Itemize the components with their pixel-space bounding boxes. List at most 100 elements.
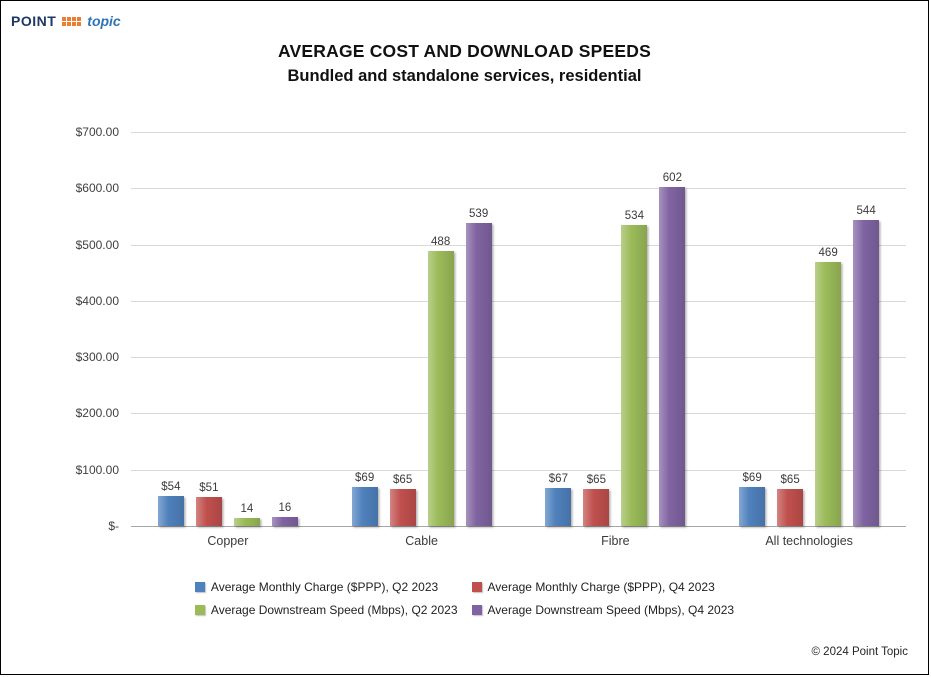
bar xyxy=(195,497,222,526)
category-group: $69 $65 469 544 xyxy=(712,132,906,526)
bar-wrap: 488 xyxy=(427,132,454,526)
legend-label: Average Downstream Speed (Mbps), Q2 2023 xyxy=(210,603,458,617)
bar xyxy=(853,219,880,526)
x-axis-label: All technologies xyxy=(765,534,853,548)
x-axis-label: Copper xyxy=(207,534,249,548)
bar-value-label: 534 xyxy=(624,210,644,223)
copyright-text: © 2024 Point Topic xyxy=(811,646,909,658)
chart-title: AVERAGE COST AND DOWNLOAD SPEEDS xyxy=(278,41,651,61)
bar-wrap: $54 xyxy=(157,132,184,526)
y-tick-label: $200.00 xyxy=(75,406,119,421)
bar-value-label: $69 xyxy=(355,472,375,485)
bar xyxy=(815,262,842,526)
gridline xyxy=(131,244,906,246)
bar-wrap: 539 xyxy=(465,132,492,526)
y-axis: $- $100.00 $200.00 $300.00 $400.00 $500.00 $60… xyxy=(49,125,123,533)
legend-item: Average Downstream Speed (Mbps), Q2 2023 xyxy=(194,603,458,617)
bar-value-label: $65 xyxy=(393,474,413,487)
bar-groups: $54 $51 14 16 $69 $65 488 539 $67 $65 534 602 $69 $65… xyxy=(131,132,906,526)
bar-value-label: $51 xyxy=(199,482,219,495)
x-axis-label: Cable xyxy=(405,534,438,548)
category-group: $67 $65 534 602 xyxy=(519,132,713,526)
legend-swatch xyxy=(194,605,205,615)
legend-item: Average Monthly Charge ($PPP), Q2 2023 xyxy=(194,580,458,594)
bar xyxy=(465,222,492,526)
legend-item: Average Downstream Speed (Mbps), Q4 2023 xyxy=(471,603,735,617)
legend-swatch xyxy=(471,582,482,592)
bar xyxy=(659,187,686,526)
bar-wrap: $65 xyxy=(389,132,416,526)
y-tick-label: $700.00 xyxy=(75,125,119,139)
x-axis: Copper Cable Fibre All technologies xyxy=(49,526,906,548)
legend-item: Average Monthly Charge ($PPP), Q4 2023 xyxy=(471,580,735,594)
bar-wrap: $65 xyxy=(777,132,804,526)
gridline xyxy=(131,300,906,302)
gridline xyxy=(131,188,906,190)
bar-value-label: 14 xyxy=(240,503,254,516)
bar xyxy=(389,489,416,526)
bar-value-label: 544 xyxy=(856,204,876,217)
legend-swatch xyxy=(194,582,205,592)
bar xyxy=(157,495,184,526)
bar xyxy=(583,489,610,526)
bar xyxy=(271,517,298,526)
chart-subtitle: Bundled and standalone services, residen… xyxy=(287,67,642,85)
gridline xyxy=(131,357,906,359)
y-tick-label: $600.00 xyxy=(75,181,119,196)
bar-wrap: 469 xyxy=(815,132,842,526)
x-axis-labels: Copper Cable Fibre All technologies xyxy=(131,526,906,548)
bar-value-label: $65 xyxy=(586,474,606,487)
y-tick-label: $300.00 xyxy=(75,350,119,365)
title-block: AVERAGE COST AND DOWNLOAD SPEEDS Bundled… xyxy=(1,41,928,86)
logo-point-text: POINT xyxy=(11,13,57,29)
gridline xyxy=(131,469,906,471)
bar-wrap: 534 xyxy=(621,132,648,526)
gridline xyxy=(131,526,906,527)
bar-wrap: 602 xyxy=(659,132,686,526)
category-group: $69 $65 488 539 xyxy=(325,132,519,526)
legend-swatch xyxy=(471,605,482,615)
x-axis-label: Fibre xyxy=(601,534,630,548)
point-topic-logo: POINT topic xyxy=(11,13,928,29)
bar xyxy=(233,518,260,526)
bar-value-label: $65 xyxy=(780,474,800,487)
y-tick-label: $100.00 xyxy=(75,462,119,477)
category-group: $54 $51 14 16 xyxy=(131,132,325,526)
bar-wrap: 14 xyxy=(233,132,260,526)
bar xyxy=(621,225,648,526)
bar-value-label: 469 xyxy=(818,247,838,260)
bar-value-label: $67 xyxy=(548,473,568,486)
legend-label: Average Downstream Speed (Mbps), Q4 2023 xyxy=(487,603,735,617)
bar-value-label: $69 xyxy=(742,472,762,485)
bar xyxy=(351,487,378,526)
bar-value-label: $54 xyxy=(161,480,181,493)
bar-wrap: 16 xyxy=(271,132,298,526)
y-tick-label: $- xyxy=(108,519,119,533)
logo-dots-icon xyxy=(62,16,82,26)
bar-wrap: $69 xyxy=(739,132,766,526)
bar-value-label: 488 xyxy=(431,236,451,249)
chart-area: $- $100.00 $200.00 $300.00 $400.00 $500.00 $60… xyxy=(49,125,906,533)
legend-label: Average Monthly Charge ($PPP), Q2 2023 xyxy=(210,580,439,594)
legend-label: Average Monthly Charge ($PPP), Q4 2023 xyxy=(487,580,715,594)
bar xyxy=(777,489,804,526)
legend: Average Monthly Charge ($PPP), Q2 2023 Av… xyxy=(194,580,735,617)
bar-wrap: $69 xyxy=(351,132,378,526)
bar-wrap: $67 xyxy=(545,132,572,526)
plot-area: $54 $51 14 16 $69 $65 488 539 $67 $65 534 602 $69 $65… xyxy=(131,132,906,527)
y-tick-label: $500.00 xyxy=(75,237,119,252)
bar-wrap: $65 xyxy=(583,132,610,526)
gridline xyxy=(131,132,906,133)
bar-value-label: 602 xyxy=(662,172,682,185)
bar xyxy=(545,488,572,526)
bar-wrap: 544 xyxy=(853,132,880,526)
bar xyxy=(427,251,454,526)
bar-value-label: 16 xyxy=(278,502,292,514)
header: POINT topic xyxy=(1,1,928,35)
bar-wrap: $51 xyxy=(195,132,222,526)
logo-topic-text: topic xyxy=(87,13,121,29)
bar xyxy=(739,487,766,526)
gridline xyxy=(131,413,906,415)
bar-value-label: 539 xyxy=(469,207,489,220)
